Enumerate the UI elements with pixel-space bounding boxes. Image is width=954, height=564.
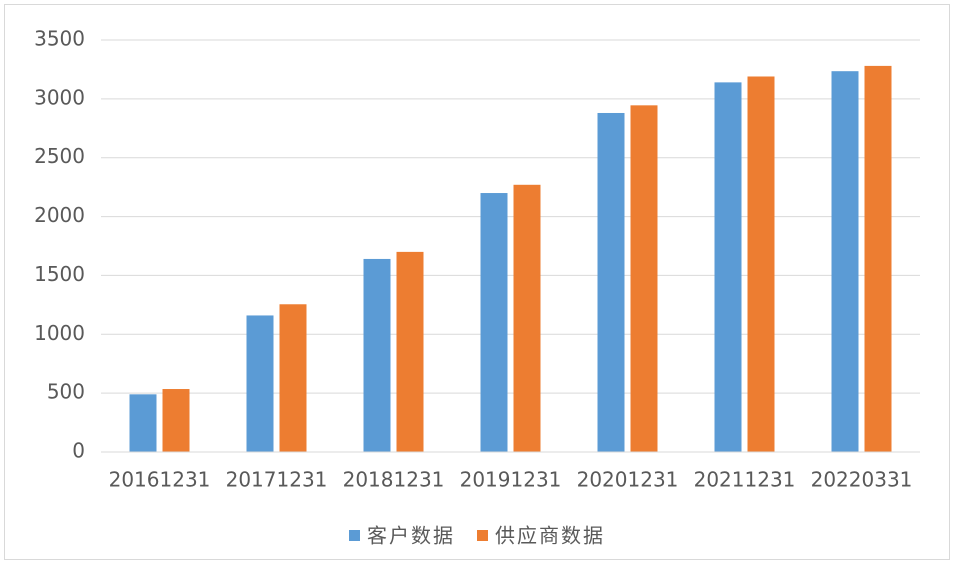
bar xyxy=(597,112,625,453)
bar xyxy=(714,82,742,453)
x-tick-label: 20191231 xyxy=(460,468,562,492)
bar xyxy=(864,65,892,452)
y-tick-label: 2500 xyxy=(34,144,85,168)
y-tick-label: 1500 xyxy=(34,262,85,286)
y-tick-label: 1000 xyxy=(34,321,85,345)
bar xyxy=(630,105,658,453)
bar xyxy=(363,258,391,452)
x-tick-label: 20161231 xyxy=(109,468,211,492)
chart-frame xyxy=(4,4,950,560)
y-tick-label: 0 xyxy=(72,439,85,463)
legend-label: 客户数据 xyxy=(367,524,455,548)
y-tick-label: 3500 xyxy=(34,27,85,51)
bar xyxy=(279,304,307,452)
legend-swatch xyxy=(477,530,488,541)
legend: 客户数据 供应商数据 xyxy=(349,524,605,548)
x-tick-label: 20171231 xyxy=(226,468,328,492)
x-tick-label: 20201231 xyxy=(577,468,679,492)
x-tick-label: 20181231 xyxy=(343,468,445,492)
bar xyxy=(480,193,508,452)
x-tick-label: 20220331 xyxy=(811,468,913,492)
legend-label: 供应商数据 xyxy=(495,524,605,548)
bar xyxy=(246,315,274,452)
bar xyxy=(129,394,157,452)
x-tick-label: 20211231 xyxy=(694,468,796,492)
bar xyxy=(513,184,541,452)
bar xyxy=(831,71,859,453)
bar xyxy=(396,251,424,452)
bar xyxy=(747,76,775,453)
y-tick-label: 3000 xyxy=(34,85,85,109)
y-tick-label: 2000 xyxy=(34,203,85,227)
legend-swatch xyxy=(349,530,360,541)
bar xyxy=(162,389,190,452)
y-tick-label: 500 xyxy=(47,380,85,404)
